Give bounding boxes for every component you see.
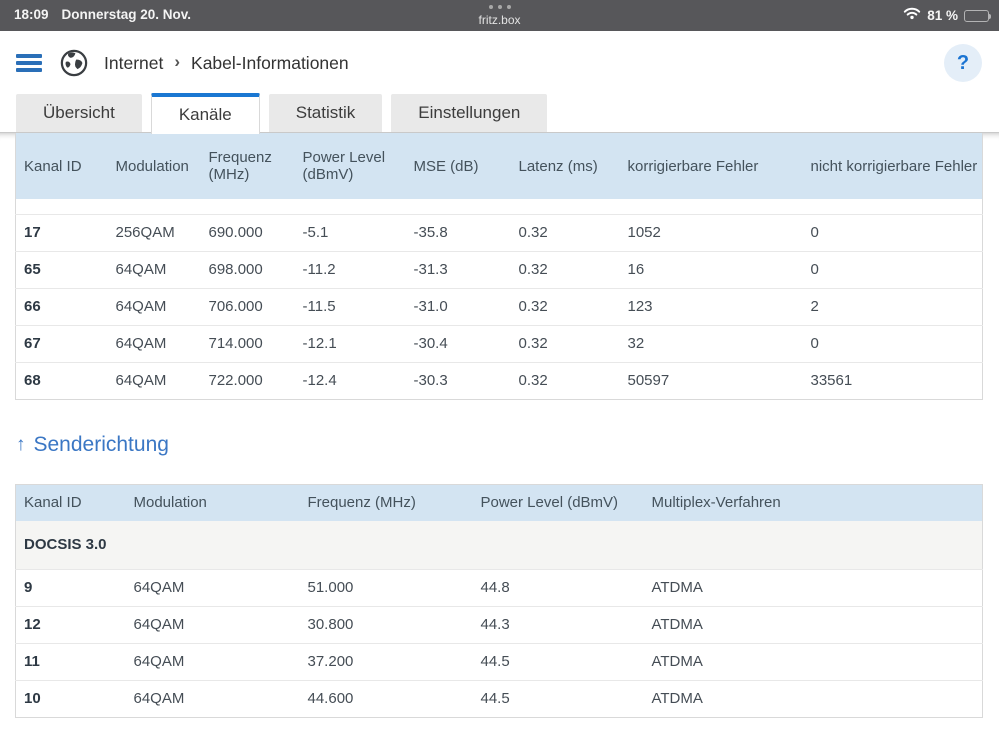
battery-percent: 81 % bbox=[927, 8, 958, 23]
docsis-group-row: DOCSIS 3.0 bbox=[16, 521, 983, 569]
table-row: 1164QAM37.20044.5ATDMA bbox=[16, 643, 983, 680]
docsis-version-label: DOCSIS 3.0 bbox=[16, 521, 983, 569]
tab-einstellungen[interactable]: Einstellungen bbox=[391, 94, 547, 132]
tab-statistik[interactable]: Statistik bbox=[269, 94, 383, 132]
battery-icon bbox=[964, 10, 989, 22]
table-row: 6564QAM698.000-11.2-31.30.32160 bbox=[16, 251, 983, 288]
arrow-up-icon: ↑ bbox=[16, 432, 26, 458]
column-header: MSE (dB) bbox=[406, 133, 511, 199]
column-header: Power Level (dBmV) bbox=[295, 133, 406, 199]
tab-bar: Übersicht Kanäle Statistik Einstellungen bbox=[0, 95, 999, 133]
column-header: Frequenz (MHz) bbox=[201, 133, 295, 199]
table-row: 6864QAM722.000-12.4-30.30.325059733561 bbox=[16, 362, 983, 399]
help-button[interactable]: ? bbox=[944, 44, 982, 82]
table-row: 1264QAM30.80044.3ATDMA bbox=[16, 606, 983, 643]
column-header: Power Level (dBmV) bbox=[473, 484, 644, 521]
table-row: 1064QAM44.60044.5ATDMA bbox=[16, 680, 983, 717]
wifi-icon bbox=[903, 6, 921, 25]
column-header: nicht korrigierbare Fehler bbox=[803, 133, 983, 199]
downstream-channels-table: Kanal ID Modulation Frequenz (MHz) Power… bbox=[15, 133, 983, 400]
breadcrumb-internet[interactable]: Internet bbox=[104, 53, 163, 74]
upstream-channels-table: DOCSIS 3.0 Kanal ID Modulation Frequenz … bbox=[15, 484, 983, 718]
tab-uebersicht[interactable]: Übersicht bbox=[16, 94, 142, 132]
tab-kanaele[interactable]: Kanäle bbox=[151, 93, 260, 134]
app-header: Internet › Kabel-Informationen ? bbox=[0, 31, 999, 95]
partially-scrolled-row bbox=[16, 199, 983, 214]
breadcrumb: Internet › Kabel-Informationen bbox=[104, 53, 349, 74]
table-row: 17256QAM690.000-5.1-35.80.3210520 bbox=[16, 214, 983, 251]
table-header-row: Kanal ID Modulation Frequenz (MHz) Power… bbox=[16, 133, 983, 199]
column-header: korrigierbare Fehler bbox=[620, 133, 803, 199]
content-scroll-area[interactable]: Kanal ID Modulation Frequenz (MHz) Power… bbox=[0, 133, 999, 748]
table-row: 964QAM51.00044.8ATDMA bbox=[16, 569, 983, 606]
network-name: fritz.box bbox=[0, 13, 999, 27]
status-bar: 18:09 Donnerstag 20. Nov. fritz.box 81 % bbox=[0, 0, 999, 31]
table-row: 6764QAM714.000-12.1-30.40.32320 bbox=[16, 325, 983, 362]
page-title: Kabel-Informationen bbox=[191, 53, 349, 74]
column-header: Multiplex-Verfahren bbox=[644, 484, 983, 521]
table-row: 6664QAM706.000-11.5-31.00.321232 bbox=[16, 288, 983, 325]
column-header: Kanal ID bbox=[16, 133, 108, 199]
chevron-right-icon: › bbox=[174, 52, 180, 72]
column-header: Modulation bbox=[108, 133, 201, 199]
menu-icon[interactable] bbox=[16, 49, 42, 78]
column-header: Kanal ID bbox=[16, 484, 126, 521]
multitasking-indicator-icon[interactable] bbox=[0, 5, 999, 9]
column-header: Latenz (ms) bbox=[511, 133, 620, 199]
table-header-row: Kanal ID Modulation Frequenz (MHz) Power… bbox=[16, 484, 983, 521]
column-header: Modulation bbox=[126, 484, 300, 521]
globe-icon bbox=[60, 49, 88, 77]
section-heading-senderichtung: ↑ Senderichtung bbox=[16, 432, 983, 458]
column-header: Frequenz (MHz) bbox=[300, 484, 473, 521]
